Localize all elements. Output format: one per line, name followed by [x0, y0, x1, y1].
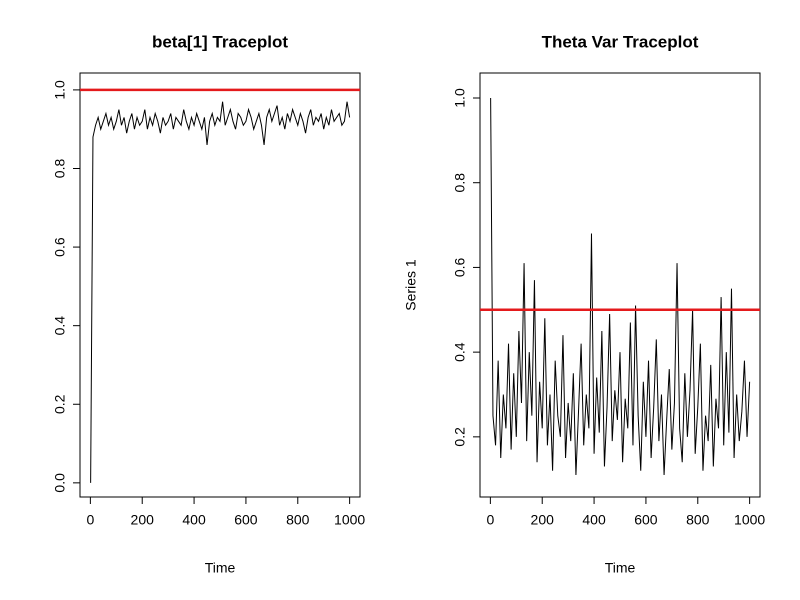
plot-box [479, 72, 761, 498]
x-axis-label: Time [205, 560, 236, 576]
x-tick-label: 1000 [734, 512, 765, 528]
y-tick-label: 0.4 [452, 342, 468, 362]
chart-title: beta[1] Traceplot [152, 32, 288, 51]
plot-box [79, 72, 361, 498]
x-tick-label: 600 [234, 512, 258, 528]
x-tick-label: 600 [634, 512, 658, 528]
y-tick-label: 0.6 [52, 237, 68, 257]
y-tick-label: 0.8 [52, 159, 68, 179]
y-tick-label: 1.0 [452, 88, 468, 108]
x-tick-label: 1000 [334, 512, 365, 528]
x-tick-label: 800 [286, 512, 310, 528]
y-tick-label: 0.2 [52, 394, 68, 414]
x-tick-label: 800 [686, 512, 710, 528]
y-tick-label: 0.0 [52, 473, 68, 493]
x-axis-label: Time [605, 560, 636, 576]
y-tick-label: 0.6 [452, 257, 468, 277]
trace-line [90, 101, 351, 483]
trace-line [490, 97, 751, 475]
x-tick-label: 400 [582, 512, 606, 528]
y-tick-label: 0.8 [452, 173, 468, 193]
y-tick-label: 1.0 [52, 80, 68, 100]
y-axis-label: Series 1 [403, 259, 419, 311]
x-tick-label: 200 [131, 512, 155, 528]
y-tick-label: 0.2 [452, 427, 468, 447]
x-tick-label: 400 [182, 512, 206, 528]
x-tick-label: 200 [531, 512, 555, 528]
x-tick-label: 0 [86, 512, 94, 528]
chart-title: Theta Var Traceplot [542, 32, 699, 51]
y-tick-label: 0.4 [52, 316, 68, 336]
x-tick-label: 0 [486, 512, 494, 528]
